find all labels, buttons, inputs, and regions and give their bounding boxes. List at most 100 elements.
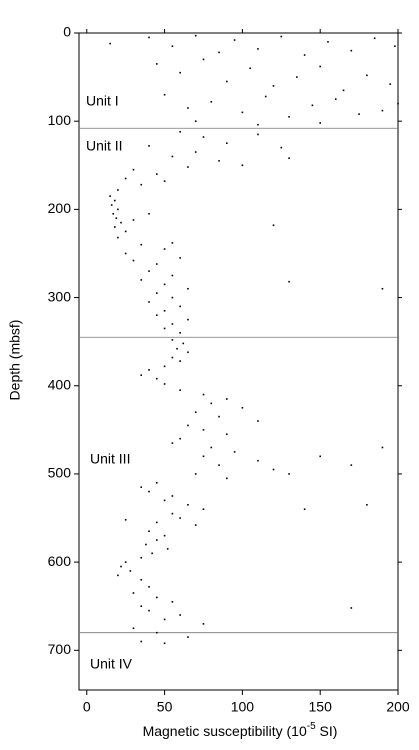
y-axis-label: Depth (mbsf)	[7, 320, 23, 401]
point	[366, 74, 368, 77]
y-tick-label: 500	[48, 465, 72, 481]
point	[257, 123, 259, 126]
point	[140, 486, 143, 488]
point	[249, 67, 251, 70]
point	[397, 102, 399, 105]
point	[156, 263, 158, 265]
point	[303, 508, 306, 511]
point	[327, 41, 329, 43]
point	[156, 521, 158, 524]
point	[288, 115, 290, 118]
point	[140, 605, 143, 608]
point	[148, 36, 150, 39]
point	[202, 508, 205, 511]
point	[288, 157, 290, 160]
plot-frame	[78, 32, 399, 691]
point	[151, 552, 153, 555]
point	[187, 424, 189, 427]
point	[389, 83, 392, 85]
point	[166, 548, 169, 550]
point	[163, 642, 166, 645]
point	[187, 166, 189, 168]
point	[226, 398, 228, 400]
point	[124, 230, 127, 233]
point	[132, 168, 135, 171]
point	[194, 120, 197, 122]
point	[156, 63, 158, 65]
point	[187, 636, 189, 638]
point	[202, 429, 205, 431]
y-tick-label: 700	[48, 641, 72, 657]
point	[303, 54, 306, 56]
point	[171, 296, 174, 299]
point	[171, 323, 174, 325]
point	[218, 464, 220, 466]
x-tick-label: 200	[386, 699, 410, 715]
point	[257, 133, 259, 136]
point	[156, 481, 158, 484]
point	[163, 248, 166, 250]
point	[117, 236, 119, 239]
point	[187, 287, 189, 290]
point	[241, 111, 244, 114]
x-label-unit: SI)	[316, 723, 338, 739]
point	[218, 51, 220, 54]
x-tick-label: 100	[231, 699, 255, 715]
point	[156, 292, 158, 294]
unit-label: Unit I	[86, 93, 119, 109]
x-label-exponent: -5	[307, 721, 316, 732]
point	[187, 318, 189, 321]
unit-label: Unit IV	[90, 656, 133, 672]
point	[156, 314, 158, 317]
point	[163, 499, 166, 502]
point	[257, 420, 259, 422]
point	[112, 212, 115, 215]
point	[288, 473, 290, 475]
point	[179, 517, 181, 519]
point	[113, 226, 116, 228]
point	[381, 109, 384, 112]
point	[179, 614, 181, 616]
point	[171, 442, 174, 444]
point	[202, 623, 205, 625]
point	[358, 113, 360, 115]
point	[109, 42, 111, 45]
point	[366, 504, 368, 506]
point	[194, 411, 197, 414]
point	[132, 259, 135, 262]
point	[319, 122, 321, 124]
point	[218, 415, 220, 418]
y-tick-label: 200	[48, 200, 72, 216]
point	[140, 183, 143, 186]
x-axis-label: Magnetic susceptibility (10-5 SI)	[143, 721, 338, 739]
x-tick-label: 150	[309, 699, 333, 715]
point	[202, 455, 205, 458]
point	[132, 592, 135, 594]
point	[171, 512, 174, 515]
point	[187, 107, 189, 109]
point	[264, 95, 267, 98]
point	[148, 212, 150, 215]
point	[148, 145, 150, 147]
point	[257, 48, 259, 50]
point	[124, 518, 127, 521]
x-label-text: Magnetic susceptibility (10	[143, 723, 307, 739]
point	[272, 468, 275, 471]
point	[163, 534, 166, 537]
point	[226, 433, 228, 436]
y-tick-label: 100	[48, 112, 72, 128]
point	[202, 136, 205, 138]
point	[132, 219, 135, 221]
unit-label: Unit II	[86, 138, 123, 154]
point	[194, 524, 197, 526]
point	[179, 332, 181, 334]
point	[163, 283, 166, 286]
point	[226, 477, 228, 480]
unit-label: Unit III	[90, 451, 130, 467]
point	[171, 339, 174, 341]
point	[280, 35, 283, 38]
point	[148, 301, 150, 303]
point	[132, 627, 135, 630]
